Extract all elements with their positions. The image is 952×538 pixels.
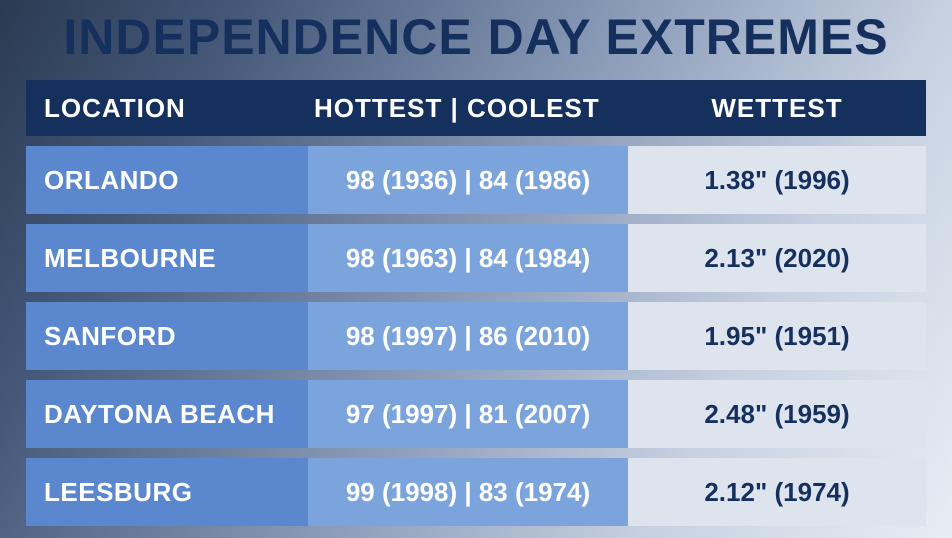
cell-wettest: 1.95" (1951) (628, 302, 926, 370)
table-row: DAYTONA BEACH 97 (1997) | 81 (2007) 2.48… (26, 380, 926, 448)
table-row: SANFORD 98 (1997) | 86 (2010) 1.95" (195… (26, 302, 926, 370)
cell-temp: 97 (1997) | 81 (2007) (308, 380, 628, 448)
col-header-wettest: WETTEST (628, 93, 926, 124)
cell-temp: 98 (1963) | 84 (1984) (308, 224, 628, 292)
cell-wettest: 2.13" (2020) (628, 224, 926, 292)
page-title: INDEPENDENCE DAY EXTREMES (0, 8, 952, 66)
cell-location: ORLANDO (26, 146, 308, 214)
cell-temp: 98 (1936) | 84 (1986) (308, 146, 628, 214)
table-header: LOCATION HOTTEST | COOLEST WETTEST (26, 80, 926, 136)
cell-wettest: 2.48" (1959) (628, 380, 926, 448)
table-row: ORLANDO 98 (1936) | 84 (1986) 1.38" (199… (26, 146, 926, 214)
table-row: LEESBURG 99 (1998) | 83 (1974) 2.12" (19… (26, 458, 926, 526)
cell-wettest: 2.12" (1974) (628, 458, 926, 526)
col-header-location: LOCATION (26, 93, 308, 124)
cell-wettest: 1.38" (1996) (628, 146, 926, 214)
cell-location: LEESBURG (26, 458, 308, 526)
cell-location: DAYTONA BEACH (26, 380, 308, 448)
extremes-table: LOCATION HOTTEST | COOLEST WETTEST ORLAN… (26, 80, 926, 526)
cell-location: MELBOURNE (26, 224, 308, 292)
cell-temp: 98 (1997) | 86 (2010) (308, 302, 628, 370)
table-row: MELBOURNE 98 (1963) | 84 (1984) 2.13" (2… (26, 224, 926, 292)
col-header-temp: HOTTEST | COOLEST (308, 93, 628, 124)
cell-temp: 99 (1998) | 83 (1974) (308, 458, 628, 526)
cell-location: SANFORD (26, 302, 308, 370)
